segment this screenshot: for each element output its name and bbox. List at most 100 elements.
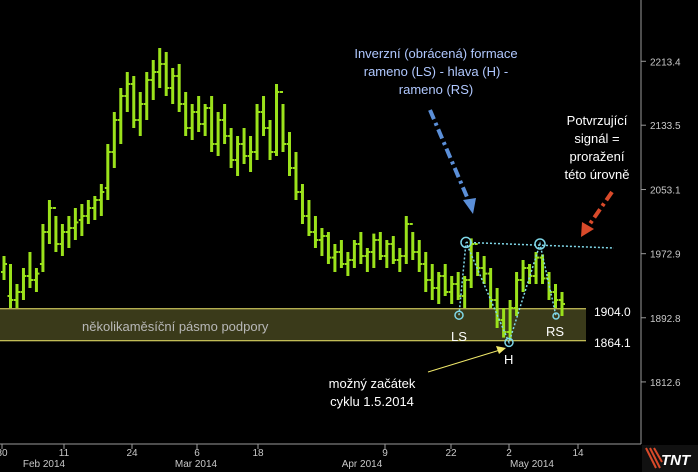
x-tick-label: 14 [572, 448, 584, 459]
price-bar [429, 264, 436, 300]
price-bar [312, 216, 319, 248]
red-arrow-shaft [585, 190, 614, 230]
price-bar [1, 256, 7, 280]
price-bar [468, 238, 475, 288]
price-bar [338, 240, 345, 268]
price-bar [364, 248, 371, 272]
price-bar [137, 92, 144, 136]
x-month-label: Apr 2014 [342, 459, 383, 470]
blue-arrow-shaft [428, 109, 472, 205]
ls-label: LS [451, 329, 467, 344]
price-bar [104, 144, 111, 200]
price-bar [7, 264, 14, 308]
price-bar [124, 72, 131, 112]
x-tick-label: 24 [126, 448, 138, 459]
price-bar [383, 240, 390, 268]
pattern-annotation-line-2: rameno (LS) - hlava (H) - [364, 64, 508, 79]
price-level-upper: 1904.0 [594, 305, 631, 319]
price-bar [143, 72, 150, 120]
price-bar [78, 204, 85, 236]
pattern-annotation-line-3: rameno (RS) [399, 82, 473, 97]
price-bar [422, 252, 429, 292]
price-bar [513, 272, 520, 316]
price-bar [65, 216, 72, 248]
price-level-lower: 1864.1 [594, 336, 631, 350]
h-marker [504, 337, 514, 348]
price-bar [559, 292, 565, 316]
price-bar [273, 84, 280, 156]
price-bar [195, 96, 202, 132]
price-bar [351, 240, 358, 268]
price-bar [91, 196, 98, 220]
cycle-annotation-line-1: možný začátek [329, 376, 416, 391]
price-bar [260, 96, 267, 136]
price-bar [500, 308, 507, 338]
y-tick-label: 1892.8 [650, 314, 681, 325]
pattern-path [458, 241, 557, 345]
x-tick-label: 6 [194, 448, 200, 459]
price-bar [228, 128, 235, 168]
price-bar [435, 272, 442, 304]
support-zone-label: několikaměsíční pásmo podpory [82, 319, 269, 334]
price-bar [13, 284, 20, 308]
price-bar [150, 60, 157, 100]
price-bar [52, 207, 59, 252]
price-bar [39, 224, 46, 272]
price-bar [461, 276, 468, 308]
yellow-arrow-head [496, 346, 506, 354]
price-bar [520, 260, 527, 292]
signal-annotation-line-2: signál = [574, 131, 619, 146]
price-bar [396, 248, 403, 272]
y-axis-ticks: 2213.4 2133.5 2053.1 1972.9 1892.8 1812.6 [641, 57, 681, 389]
price-bar [318, 228, 325, 256]
x-tick-label: 11 [59, 448, 70, 459]
price-bar [539, 254, 546, 284]
price-bar [117, 88, 124, 144]
price-bar [169, 68, 176, 104]
y-tick-label: 1812.6 [650, 378, 681, 389]
blue-arrow-head [463, 198, 476, 214]
price-bar [448, 276, 455, 304]
price-bar [189, 104, 196, 140]
price-bar [390, 236, 397, 264]
neckline [465, 241, 615, 249]
price-bar [442, 264, 449, 296]
price-bar [280, 91, 286, 152]
price-bar [156, 48, 163, 88]
x-month-label: Mar 2014 [175, 459, 218, 470]
h-label: H [504, 352, 513, 367]
rs-marker [552, 312, 560, 320]
price-bar [299, 184, 306, 224]
price-bar [370, 233, 377, 268]
price-bar [163, 52, 170, 96]
x-tick-label: 30 [0, 448, 8, 459]
price-bar [305, 200, 312, 236]
price-bar [526, 264, 533, 284]
price-bar [208, 96, 215, 152]
price-bar [202, 104, 209, 136]
x-month-label: May 2014 [510, 459, 554, 470]
price-bar [33, 268, 40, 292]
x-tick-label: 9 [382, 448, 388, 459]
price-bar [357, 232, 364, 264]
ls-marker [454, 310, 464, 320]
price-bar [98, 184, 105, 216]
cycle-annotation-line-2: cyklu 1.5.2014 [330, 394, 414, 409]
tnt-logo: TNT [642, 445, 698, 472]
price-bar [474, 243, 481, 276]
price-bar [344, 252, 351, 276]
price-bar [403, 216, 410, 264]
x-tick-label: 18 [252, 448, 264, 459]
yellow-arrow-shaft [427, 349, 501, 373]
price-bar [176, 64, 183, 112]
price-bar [130, 76, 137, 128]
y-tick-label: 2133.5 [650, 121, 681, 132]
signal-annotation-line-4: této úrovně [564, 167, 629, 182]
price-bar [325, 232, 332, 264]
x-month-label: Feb 2014 [23, 459, 66, 470]
price-bar [481, 256, 488, 284]
neckline-point-right [534, 238, 546, 250]
price-bar [59, 224, 66, 256]
price-bar [85, 200, 92, 224]
